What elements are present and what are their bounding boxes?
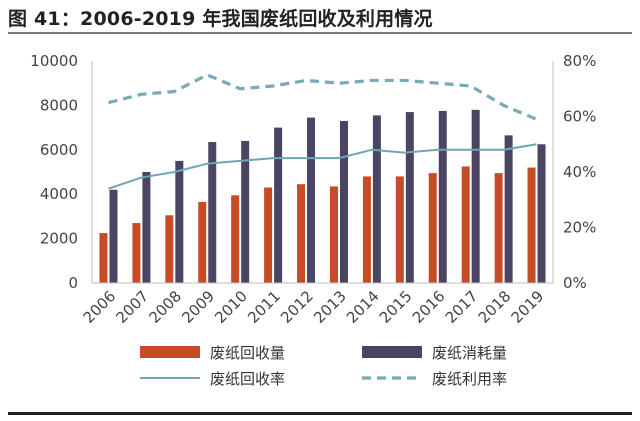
x-tick-label: 2007 bbox=[112, 287, 152, 327]
bar-consumption-2014 bbox=[372, 115, 381, 283]
legend-label: 废纸回收量 bbox=[210, 344, 285, 362]
bar-recovery-2019 bbox=[527, 167, 536, 283]
legend-swatch bbox=[140, 346, 200, 358]
legend-label: 废纸消耗量 bbox=[432, 344, 507, 362]
left-tick-label: 0 bbox=[68, 274, 78, 292]
bar-consumption-2016 bbox=[438, 110, 447, 283]
bar-consumption-2008 bbox=[175, 160, 184, 283]
right-tick-label: 40% bbox=[563, 163, 596, 181]
legend-label: 废纸利用率 bbox=[432, 370, 507, 388]
left-tick-label: 2000 bbox=[40, 230, 78, 248]
line-recovery-rate bbox=[108, 143, 537, 190]
x-tick-label: 2016 bbox=[409, 287, 449, 327]
bar-consumption-2017 bbox=[471, 109, 480, 283]
bar-consumption-2011 bbox=[274, 127, 283, 283]
bar-recovery-2013 bbox=[329, 186, 338, 283]
legend-item-recovery: 废纸回收量 bbox=[140, 344, 285, 362]
bar-consumption-2009 bbox=[208, 142, 217, 283]
chart-title: 图 41：2006-2019 年我国废纸回收及利用情况 bbox=[8, 8, 433, 30]
x-tick-label: 2009 bbox=[178, 287, 218, 327]
legend-swatch bbox=[362, 346, 422, 358]
x-tick-label: 2012 bbox=[277, 287, 317, 327]
bar-consumption-2007 bbox=[142, 172, 151, 283]
bar-consumption-2013 bbox=[339, 120, 348, 283]
x-tick-label: 2017 bbox=[442, 287, 482, 327]
x-tick-label: 2010 bbox=[211, 287, 251, 327]
left-tick-label: 10000 bbox=[30, 52, 78, 70]
left-tick-label: 4000 bbox=[40, 185, 78, 203]
line-utilization-rate bbox=[108, 73, 538, 121]
bar-consumption-2012 bbox=[307, 117, 316, 283]
x-tick-label: 2008 bbox=[145, 287, 185, 327]
bar-recovery-2006 bbox=[99, 233, 108, 283]
bar-recovery-2015 bbox=[395, 176, 404, 283]
bar-recovery-2009 bbox=[198, 201, 207, 283]
bar-consumption-2010 bbox=[241, 140, 250, 283]
bar-recovery-2014 bbox=[362, 176, 371, 283]
legend-item-utilization-rate: 废纸利用率 bbox=[362, 370, 507, 388]
left-tick-label: 8000 bbox=[40, 96, 78, 114]
right-tick-label: 60% bbox=[563, 108, 596, 126]
bar-consumption-2006 bbox=[109, 189, 118, 283]
x-tick-label: 2018 bbox=[475, 287, 515, 327]
right-tick-label: 80% bbox=[563, 52, 596, 70]
x-tick-label: 2015 bbox=[376, 287, 416, 327]
bar-recovery-2016 bbox=[428, 173, 437, 283]
top-divider bbox=[8, 32, 632, 34]
bar-recovery-2018 bbox=[494, 173, 503, 283]
bar-recovery-2011 bbox=[264, 187, 273, 283]
bars-layer bbox=[99, 109, 546, 283]
x-tick-label: 2006 bbox=[80, 287, 120, 327]
bar-recovery-2007 bbox=[132, 223, 141, 283]
x-tick-label: 2019 bbox=[508, 287, 548, 327]
x-tick-label: 2014 bbox=[343, 287, 383, 327]
bar-recovery-2012 bbox=[297, 184, 306, 283]
bar-consumption-2018 bbox=[504, 135, 513, 283]
right-tick-label: 0% bbox=[563, 274, 587, 292]
bar-recovery-2017 bbox=[461, 166, 470, 283]
bar-recovery-2008 bbox=[165, 215, 174, 283]
legend-item-consumption: 废纸消耗量 bbox=[362, 344, 507, 362]
legend-item-recovery-rate: 废纸回收率 bbox=[140, 370, 285, 388]
bar-consumption-2019 bbox=[537, 144, 546, 283]
right-tick-label: 20% bbox=[563, 219, 596, 237]
x-tick-label: 2011 bbox=[244, 287, 284, 327]
x-tick-label: 2013 bbox=[310, 287, 350, 327]
bar-consumption-2015 bbox=[405, 112, 414, 283]
legend-label: 废纸回收率 bbox=[210, 370, 285, 388]
bottom-divider bbox=[8, 412, 632, 415]
left-tick-label: 6000 bbox=[40, 141, 78, 159]
lines-layer bbox=[108, 73, 538, 190]
bar-recovery-2010 bbox=[231, 195, 240, 283]
